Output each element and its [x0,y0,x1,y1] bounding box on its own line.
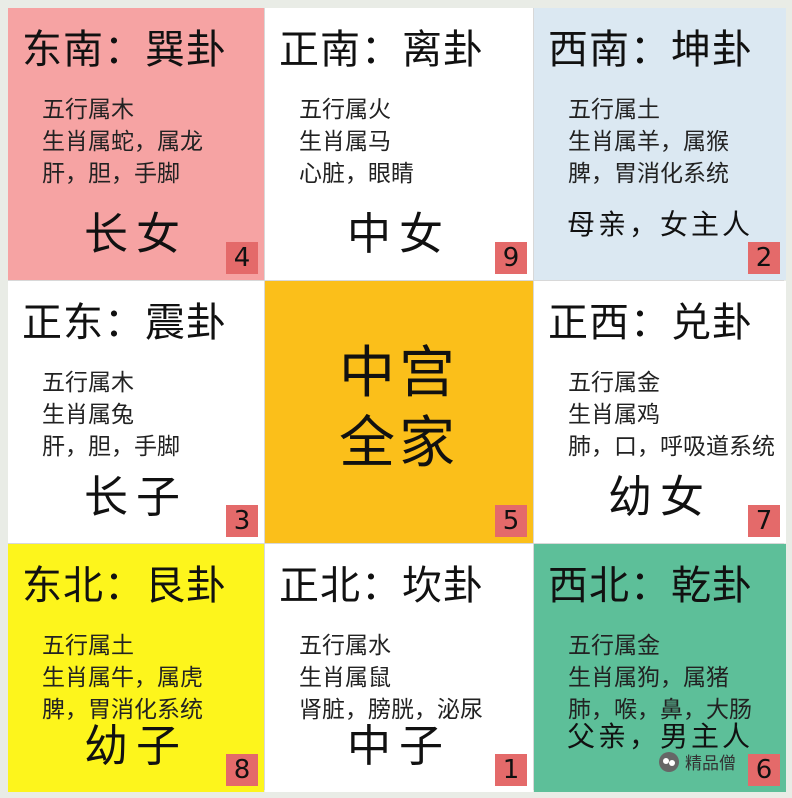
number-badge: 2 [748,242,780,274]
family-role: 长女 [84,209,188,260]
center-line: 中宫 [339,341,459,406]
info-line: 五行属木 [42,97,134,123]
family-role: 幼女 [608,472,712,523]
family-role: 父亲，男主人 [566,720,753,753]
info-line: 肝，胆，手脚 [42,161,180,187]
center-text: 中宫 全家 [265,339,533,479]
cell-center: 中宫 全家 5 [265,281,533,543]
cell-title: 正东：震卦 [22,300,227,346]
info-line: 肺，喉，鼻，大肠 [568,697,752,723]
number-badge: 8 [226,754,258,786]
info-line: 生肖属鸡 [568,402,660,428]
cell-title: 西南：坤卦 [548,27,753,73]
info-line: 生肖属牛，属虎 [42,665,203,691]
info-line: 生肖属蛇，属龙 [42,129,203,155]
number-badge: 3 [226,505,258,537]
info-line: 心脏，眼睛 [299,161,414,187]
cell-title: 正南：离卦 [279,27,484,73]
cell-southeast: 东南：巽卦 五行属木 生肖属蛇，属龙 肝，胆，手脚 长女 4 [8,8,264,280]
number-badge: 4 [226,242,258,274]
info-line: 五行属金 [568,370,660,396]
info-line: 生肖属兔 [42,402,134,428]
info-line: 肺，口，呼吸道系统 [568,434,775,460]
number-badge: 5 [495,505,527,537]
cell-title: 正西：兑卦 [548,300,753,346]
cell-north: 正北：坎卦 五行属水 生肖属鼠 肾脏，膀胱，泌尿 中子 1 [265,544,533,792]
info-line: 五行属金 [568,633,660,659]
cell-title: 西北：乾卦 [548,563,753,609]
family-role: 母亲，女主人 [566,208,753,241]
info-line: 生肖属狗，属猪 [568,665,729,691]
cell-info: 五行属金 生肖属鸡 肺，口，呼吸道系统 [568,367,775,463]
info-line: 生肖属羊，属猴 [568,129,729,155]
family-role: 幼子 [84,721,188,772]
cell-info: 五行属木 生肖属蛇，属龙 肝，胆，手脚 [42,94,203,190]
bagua-grid: 东南：巽卦 五行属木 生肖属蛇，属龙 肝，胆，手脚 长女 4 正南：离卦 五行属… [8,8,786,792]
watermark: 精品僧 [659,749,736,774]
cell-info: 五行属木 生肖属兔 肝，胆，手脚 [42,367,180,463]
cell-info: 五行属水 生肖属鼠 肾脏，膀胱，泌尿 [299,630,483,726]
cell-title: 正北：坎卦 [279,563,484,609]
family-role: 长子 [84,472,188,523]
wechat-icon [659,751,679,772]
info-line: 脾，胃消化系统 [568,161,729,187]
cell-info: 五行属金 生肖属狗，属猪 肺，喉，鼻，大肠 [568,630,752,726]
info-line: 五行属木 [42,370,134,396]
number-badge: 6 [748,754,780,786]
info-line: 五行属水 [299,633,391,659]
info-line: 生肖属鼠 [299,665,391,691]
cell-info: 五行属土 生肖属羊，属猴 脾，胃消化系统 [568,94,729,190]
info-line: 肾脏，膀胱，泌尿 [299,697,483,723]
cell-southwest: 西南：坤卦 五行属土 生肖属羊，属猴 脾，胃消化系统 母亲，女主人 2 [534,8,786,280]
cell-northwest: 西北：乾卦 五行属金 生肖属狗，属猪 肺，喉，鼻，大肠 父亲，男主人 6 精品僧 [534,544,786,792]
family-role: 中子 [347,721,451,772]
cell-west: 正西：兑卦 五行属金 生肖属鸡 肺，口，呼吸道系统 幼女 7 [534,281,786,543]
watermark-text: 精品僧 [685,754,736,774]
number-badge: 1 [495,754,527,786]
family-role: 中女 [347,209,451,260]
cell-east: 正东：震卦 五行属木 生肖属兔 肝，胆，手脚 长子 3 [8,281,264,543]
cell-title: 东北：艮卦 [22,563,227,609]
info-line: 五行属土 [42,633,134,659]
info-line: 生肖属马 [299,129,391,155]
cell-info: 五行属火 生肖属马 心脏，眼睛 [299,94,414,190]
cell-northeast: 东北：艮卦 五行属土 生肖属牛，属虎 脾，胃消化系统 幼子 8 [8,544,264,792]
info-line: 肝，胆，手脚 [42,434,180,460]
info-line: 脾，胃消化系统 [42,697,203,723]
info-line: 五行属土 [568,97,660,123]
cell-info: 五行属土 生肖属牛，属虎 脾，胃消化系统 [42,630,203,726]
cell-south: 正南：离卦 五行属火 生肖属马 心脏，眼睛 中女 9 [265,8,533,280]
number-badge: 9 [495,242,527,274]
number-badge: 7 [748,505,780,537]
cell-title: 东南：巽卦 [22,27,227,73]
info-line: 五行属火 [299,97,391,123]
center-line: 全家 [339,411,459,476]
